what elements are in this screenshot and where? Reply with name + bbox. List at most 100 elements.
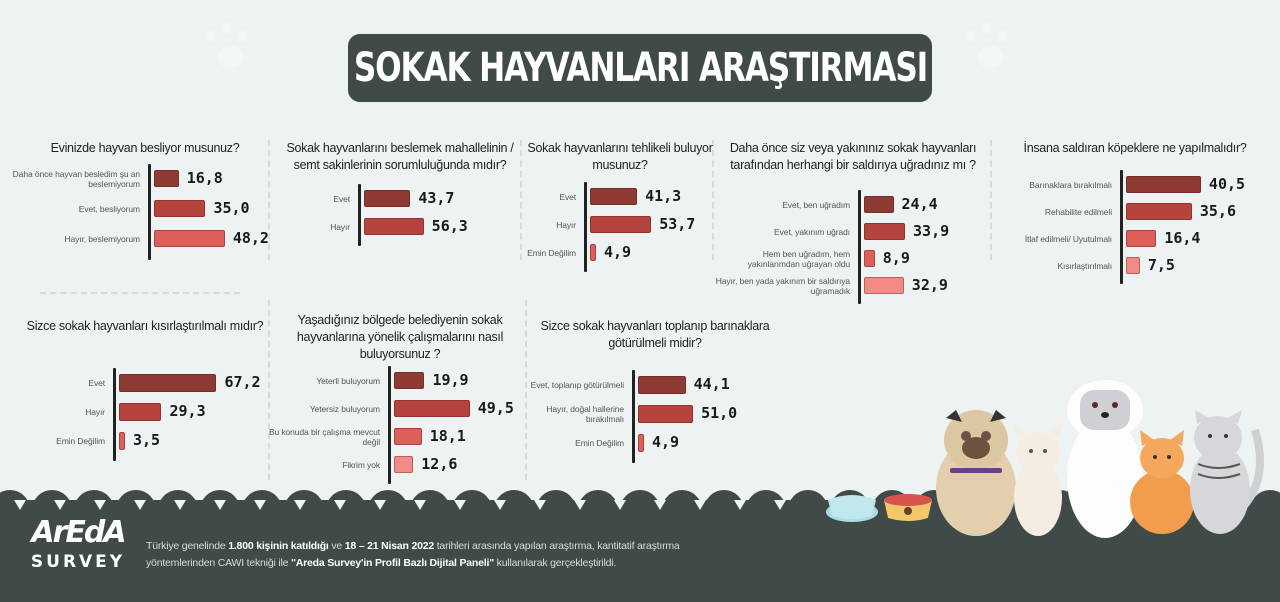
footer-notch-decoration	[374, 500, 386, 510]
bar	[1126, 230, 1157, 247]
bar	[1126, 257, 1140, 274]
chart-question-title: Evinizde hayvan besliyor musunuz?	[50, 141, 240, 155]
bar	[638, 376, 686, 394]
chart-question-title: Yaşadığınız bölgede belediyenin sokak ha…	[296, 313, 504, 361]
bar-value: 44,1	[693, 375, 730, 393]
chart-axis	[858, 190, 861, 304]
logo-sub: SURVEY	[30, 552, 126, 572]
tabby-cat-icon	[1190, 410, 1264, 534]
bar-label: Evet, yakınım uğradı	[774, 226, 850, 237]
bar	[364, 190, 411, 207]
chart-question-title: Sokak hayvanlarını beslemek mahallelinin…	[286, 141, 514, 172]
bar-value: 35,0	[213, 199, 250, 217]
bar-value: 56,3	[431, 217, 468, 235]
bar-value: 3,5	[133, 431, 161, 449]
paw-print-decoration	[200, 20, 260, 80]
bar-label: Evet	[88, 378, 105, 388]
bar	[119, 432, 125, 450]
bar	[864, 223, 906, 240]
bar-value: 43,7	[418, 189, 455, 207]
bar-value: 8,9	[882, 249, 910, 267]
areda-logo: ArEdA SURVEY	[22, 518, 134, 573]
footer-notch-decoration	[334, 500, 346, 510]
chart-axis	[584, 182, 587, 272]
bar-label: Evet, ben uğradım	[782, 199, 850, 210]
footer-notch-decoration	[694, 500, 706, 510]
footer-notch-decoration	[254, 500, 266, 510]
bar	[590, 244, 596, 261]
bar-value: 32,9	[911, 276, 948, 294]
bar	[394, 372, 425, 389]
divider	[520, 140, 522, 260]
bar-value: 29,3	[169, 402, 206, 420]
bar-label: İtlaf edilmeli/ Uyutulmalı	[1024, 233, 1112, 244]
title-banner: SOKAK HAYVANLARI ARAŞTIRMASI	[348, 34, 932, 102]
bar-value: 19,9	[432, 371, 469, 389]
bar-label: Barınaklara bırakılmalı	[1029, 179, 1112, 190]
footer-notch-decoration	[54, 500, 66, 510]
footer-notch-decoration	[134, 500, 146, 510]
divider	[268, 140, 270, 260]
bar-label: Yeterli buluyorum	[316, 375, 380, 386]
bar-label: Hayır	[330, 221, 350, 232]
bar-value: 16,4	[1164, 229, 1201, 247]
bar	[638, 405, 694, 423]
bar-label: Hayır, beslemiyorum	[64, 233, 140, 244]
chart-question-title: Sokak hayvanlarını tehlikeli buluyor mus…	[527, 141, 713, 172]
bar-value: 12,6	[421, 455, 458, 473]
bar	[864, 250, 875, 267]
chart-question-title: Sizce sokak hayvanları toplanıp barınakl…	[540, 319, 770, 350]
footer-notch-decoration	[774, 500, 786, 510]
bar	[394, 456, 414, 473]
bar-label: Yetersiz buluyorum	[309, 403, 380, 414]
chart-question-title: Daha önce siz veya yakınınız sokak hayva…	[729, 141, 977, 172]
bar-label: Hayır	[556, 219, 576, 230]
bar-label: Kısırlaştırılmalı	[1057, 260, 1112, 271]
bar-value: 35,6	[1199, 202, 1236, 220]
bar	[119, 374, 217, 392]
chart-axis	[148, 164, 151, 260]
footer-notch-decoration	[654, 500, 666, 510]
footer-notch-decoration	[94, 500, 106, 510]
divider	[40, 292, 240, 294]
bar-value: 4,9	[652, 433, 680, 451]
bar	[1126, 203, 1192, 220]
bar	[364, 218, 424, 235]
footer-notch-decoration	[614, 500, 626, 510]
divider	[268, 300, 270, 480]
bar-value: 7,5	[1147, 256, 1175, 274]
bar	[119, 403, 162, 421]
bar-value: 24,4	[901, 195, 938, 213]
footer	[0, 500, 1280, 602]
bar-label: Emin Değilim	[527, 247, 576, 258]
bar-value: 48,2	[232, 229, 269, 247]
chart-axis	[113, 368, 116, 461]
bar	[154, 230, 225, 247]
chart-axis	[632, 370, 635, 463]
chart-question-title: Sizce sokak hayvanları kısırlaştırılmalı…	[26, 319, 264, 333]
bar	[864, 277, 904, 294]
footer-notch-decoration	[414, 500, 426, 510]
bar-value: 40,5	[1208, 175, 1246, 193]
divider	[525, 300, 527, 480]
water-bowl-icon	[826, 495, 878, 522]
footer-notch-decoration	[294, 500, 306, 510]
bar-label: Hayır	[85, 407, 105, 417]
bar-label: Emin Değilim	[56, 436, 105, 446]
chart-question-title: İnsana saldıran köpeklere ne yapılmalıdı…	[1023, 141, 1247, 155]
footer-notch-decoration	[574, 500, 586, 510]
bar-label: Evet	[333, 193, 350, 204]
pug-icon	[936, 410, 1016, 536]
bar-label: Rehabilite edilmeli	[1044, 206, 1112, 217]
bar-value: 4,9	[604, 243, 632, 261]
bar	[590, 188, 638, 205]
bar-value: 18,1	[429, 427, 466, 445]
bar	[864, 196, 894, 213]
footer-notch-decoration	[14, 500, 26, 510]
bar	[1126, 176, 1201, 193]
bar-label: Fikrim yok	[342, 459, 380, 470]
bar	[590, 216, 652, 233]
page-title: SOKAK HAYVANLARI ARAŞTIRMASI	[353, 45, 927, 91]
footer-notch-decoration	[454, 500, 466, 510]
bar-value: 41,3	[645, 187, 682, 205]
